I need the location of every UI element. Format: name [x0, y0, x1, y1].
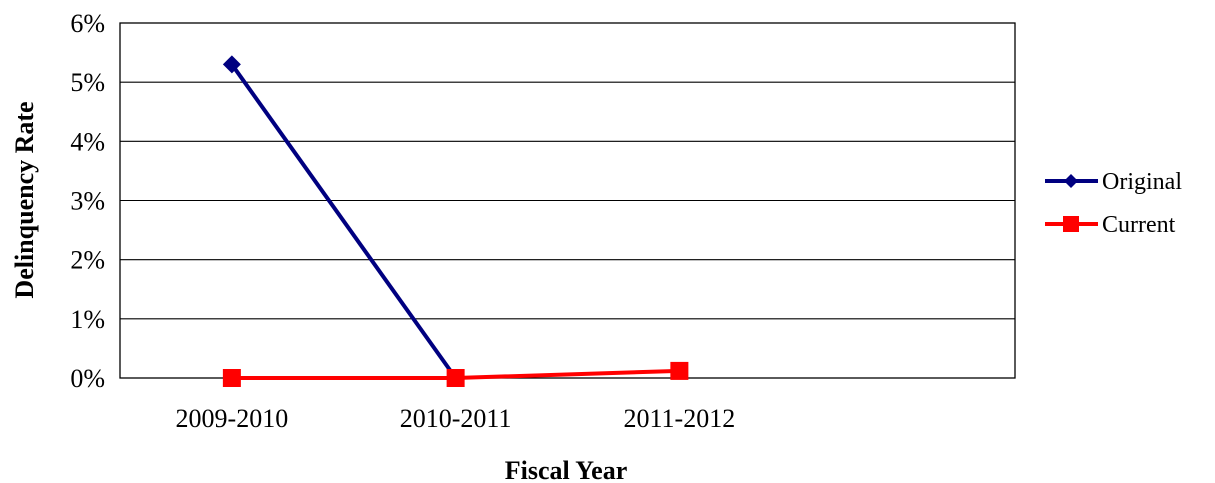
x-tick-label: 2011-2012 [624, 404, 736, 433]
y-axis-title: Delinquency Rate [10, 101, 39, 298]
y-tick-label: 5% [70, 68, 105, 97]
legend: Original Current [1045, 169, 1182, 238]
x-axis-title: Fiscal Year [505, 456, 628, 483]
data-point-current [223, 369, 241, 387]
y-tick-label: 2% [70, 246, 105, 275]
y-axis-ticks: 0% 1% 2% 3% 4% 5% 6% [70, 9, 105, 393]
legend-marker-current [1063, 216, 1079, 232]
legend-label-current: Current [1102, 212, 1176, 238]
data-point-current [670, 362, 688, 380]
y-tick-label: 3% [70, 187, 105, 216]
y-tick-label: 1% [70, 305, 105, 334]
x-axis-ticks: 2009-2010 2010-2011 2011-2012 [176, 404, 736, 433]
x-tick-label: 2010-2011 [400, 404, 512, 433]
legend-marker-original [1064, 174, 1078, 188]
y-tick-label: 0% [70, 364, 105, 393]
data-point-current [447, 369, 465, 387]
legend-label-original: Original [1102, 169, 1182, 195]
y-tick-label: 4% [70, 127, 105, 156]
x-tick-label: 2009-2010 [176, 404, 289, 433]
y-tick-label: 6% [70, 9, 105, 38]
